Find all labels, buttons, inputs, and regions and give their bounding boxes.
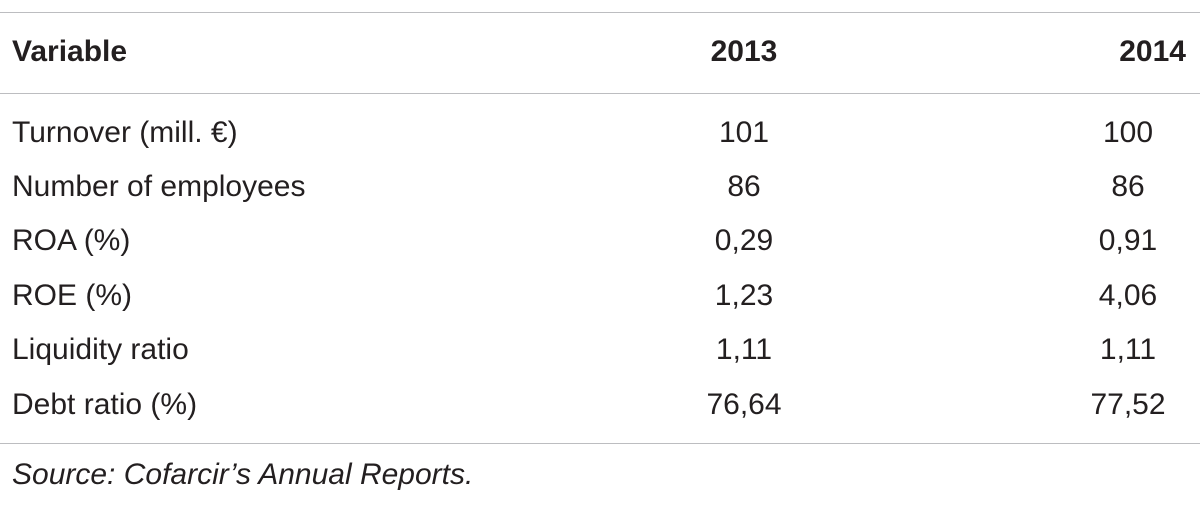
table-top-rule: [0, 12, 1200, 13]
row-variable-label: Debt ratio (%): [12, 388, 198, 421]
table-bottom-rule: [0, 443, 1200, 444]
row-value-2013: 1,11: [715, 333, 773, 366]
row-value-2013: 86: [727, 170, 761, 203]
row-variable-label: Liquidity ratio: [12, 333, 189, 366]
table-header-rule: [0, 93, 1200, 94]
row-value-2014: 77,52: [1090, 388, 1166, 421]
row-value-2014: 1,11: [1099, 333, 1157, 366]
row-variable-label: Number of employees: [12, 170, 306, 203]
row-value-2014: 86: [1111, 170, 1145, 203]
row-value-2014: 0,91: [1098, 224, 1158, 257]
header-2014: 2014: [1119, 35, 1186, 68]
row-value-2014: 4,06: [1098, 279, 1158, 312]
row-value-2013: 0,29: [714, 224, 774, 257]
row-value-2013: 101: [718, 116, 770, 149]
row-value-2013: 1,23: [714, 279, 774, 312]
header-2013: 2013: [710, 35, 778, 68]
row-variable-label: ROE (%): [12, 279, 132, 312]
row-variable-label: Turnover (mill. €): [12, 116, 238, 149]
header-variable: Variable: [12, 35, 128, 68]
row-variable-label: ROA (%): [12, 224, 131, 257]
row-value-2013: 76,64: [706, 388, 782, 421]
table-source-note: Source: Cofarcir’s Annual Reports.: [12, 458, 474, 491]
row-value-2014: 100: [1102, 116, 1154, 149]
